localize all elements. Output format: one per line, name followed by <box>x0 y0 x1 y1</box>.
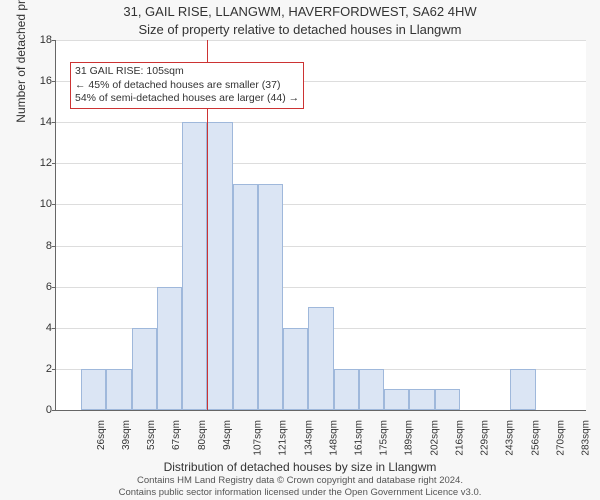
gridline <box>56 122 586 123</box>
y-tick-mark <box>52 369 55 370</box>
histogram-bar <box>81 369 106 410</box>
x-tick-label: 175sqm <box>379 420 390 456</box>
x-tick-label: 121sqm <box>278 420 289 456</box>
annotation-line: 31 GAIL RISE: 105sqm <box>75 65 299 79</box>
annotation-line: ← 45% of detached houses are smaller (37… <box>75 79 299 93</box>
x-tick-label: 216sqm <box>455 420 466 456</box>
x-tick-label: 229sqm <box>480 420 491 456</box>
histogram-bar <box>258 184 283 410</box>
y-tick-label: 12 <box>32 157 52 169</box>
x-tick-label: 202sqm <box>429 420 440 456</box>
x-tick-label: 80sqm <box>197 420 208 450</box>
y-tick-mark <box>52 81 55 82</box>
x-tick-label: 94sqm <box>222 420 233 450</box>
histogram-bar <box>283 328 308 410</box>
histogram-bar <box>510 369 535 410</box>
y-tick-mark <box>52 246 55 247</box>
histogram-bar <box>334 369 359 410</box>
y-tick-label: 2 <box>32 363 52 375</box>
x-tick-label: 283sqm <box>581 420 592 456</box>
footer-line: Contains HM Land Registry data © Crown c… <box>0 475 600 486</box>
x-tick-label: 53sqm <box>146 420 157 450</box>
y-tick-label: 18 <box>32 34 52 46</box>
y-tick-label: 10 <box>32 198 52 210</box>
histogram-bar <box>106 369 131 410</box>
y-tick-label: 14 <box>32 116 52 128</box>
x-tick-label: 256sqm <box>530 420 541 456</box>
gridline <box>56 246 586 247</box>
gridline <box>56 163 586 164</box>
x-tick-label: 148sqm <box>328 420 339 456</box>
x-axis-label: Distribution of detached houses by size … <box>0 460 600 474</box>
histogram-bar <box>182 122 207 410</box>
histogram-bar <box>308 307 333 410</box>
gridline <box>56 287 586 288</box>
chart-subtitle: Size of property relative to detached ho… <box>0 22 600 37</box>
y-tick-mark <box>52 287 55 288</box>
y-axis-label: Number of detached properties <box>14 0 28 225</box>
y-tick-label: 4 <box>32 322 52 334</box>
footer-line: Contains public sector information licen… <box>0 487 600 498</box>
histogram-bar <box>233 184 258 410</box>
histogram-bar <box>359 369 384 410</box>
gridline <box>56 204 586 205</box>
histogram-bar <box>384 389 409 410</box>
x-tick-label: 270sqm <box>555 420 566 456</box>
x-tick-label: 134sqm <box>303 420 314 456</box>
x-tick-label: 243sqm <box>505 420 516 456</box>
histogram-bar <box>409 389 434 410</box>
y-tick-label: 16 <box>32 75 52 87</box>
x-tick-label: 107sqm <box>253 420 264 456</box>
annotation-line: 54% of semi-detached houses are larger (… <box>75 92 299 106</box>
y-tick-mark <box>52 204 55 205</box>
y-tick-label: 8 <box>32 240 52 252</box>
histogram-bar <box>157 287 182 410</box>
annotation-box: 31 GAIL RISE: 105sqm ← 45% of detached h… <box>70 62 304 109</box>
y-tick-label: 0 <box>32 404 52 416</box>
x-tick-label: 26sqm <box>96 420 107 450</box>
y-tick-mark <box>52 122 55 123</box>
y-tick-label: 6 <box>32 281 52 293</box>
y-tick-mark <box>52 410 55 411</box>
x-tick-label: 189sqm <box>404 420 415 456</box>
x-tick-label: 67sqm <box>171 420 182 450</box>
x-tick-label: 161sqm <box>354 420 365 456</box>
histogram-bar <box>435 389 460 410</box>
x-tick-label: 39sqm <box>121 420 132 450</box>
histogram-bar <box>132 328 157 410</box>
gridline <box>56 40 586 41</box>
plot-area: 31 GAIL RISE: 105sqm ← 45% of detached h… <box>55 40 586 411</box>
histogram-bar <box>207 122 232 410</box>
y-tick-mark <box>52 163 55 164</box>
y-tick-mark <box>52 40 55 41</box>
footer-attribution: Contains HM Land Registry data © Crown c… <box>0 475 600 498</box>
chart-title: 31, GAIL RISE, LLANGWM, HAVERFORDWEST, S… <box>0 4 600 19</box>
y-tick-mark <box>52 328 55 329</box>
